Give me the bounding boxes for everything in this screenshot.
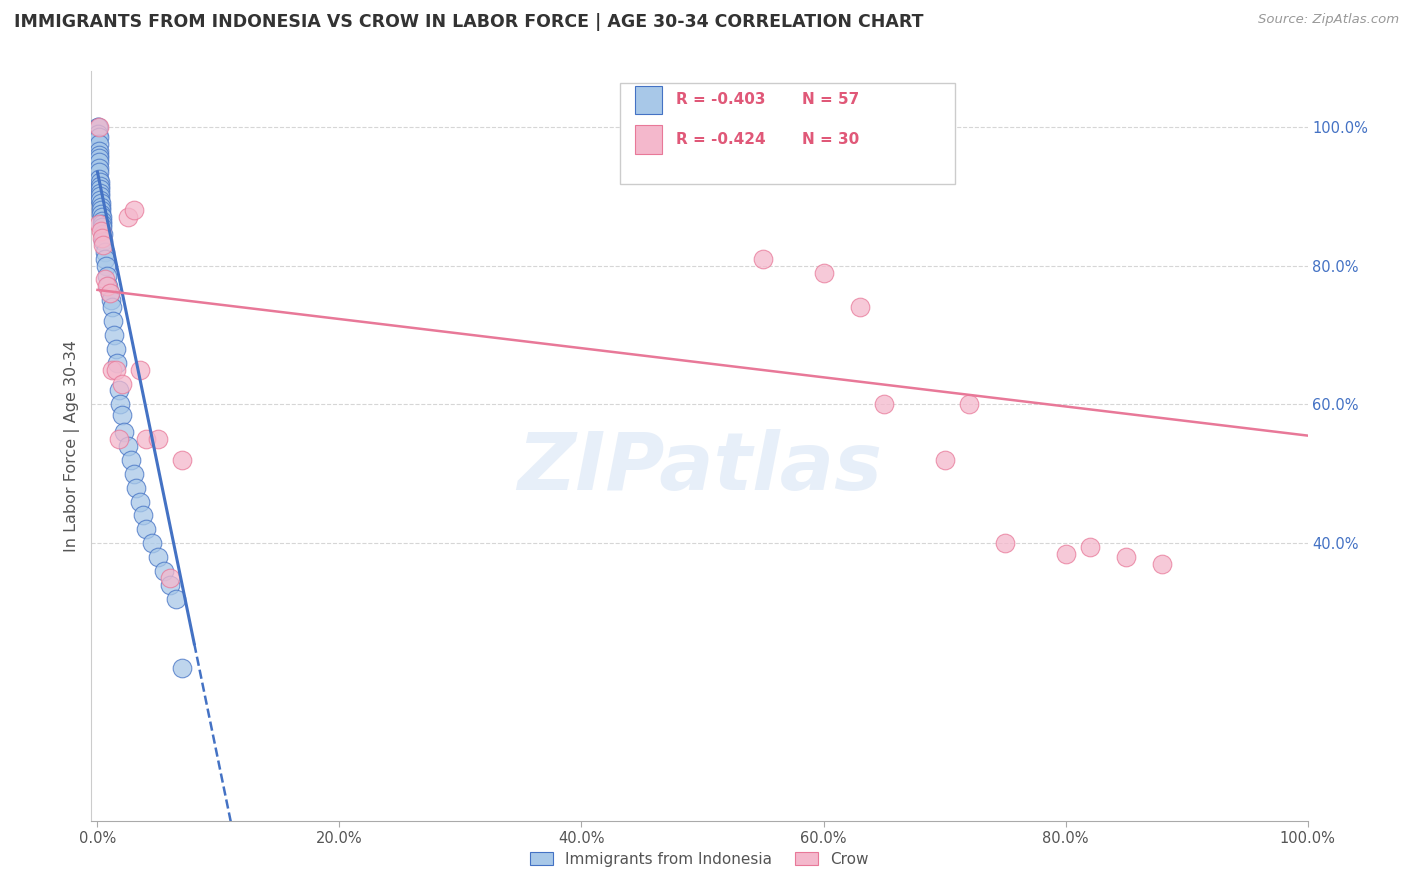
Text: Source: ZipAtlas.com: Source: ZipAtlas.com (1258, 13, 1399, 27)
Text: IMMIGRANTS FROM INDONESIA VS CROW IN LABOR FORCE | AGE 30-34 CORRELATION CHART: IMMIGRANTS FROM INDONESIA VS CROW IN LAB… (14, 13, 924, 31)
Point (752, 252, 775, 266)
Point (87, 120, 110, 134)
Point (153, 564, 176, 578)
Text: R = -0.403: R = -0.403 (676, 93, 766, 107)
Point (91, 217, 114, 231)
Point (101, 362, 124, 376)
Point (172, 661, 194, 675)
Point (122, 203, 145, 218)
Text: N = 57: N = 57 (801, 93, 859, 107)
Point (104, 362, 127, 376)
Text: R = -0.424: R = -0.424 (676, 132, 766, 147)
Text: ZIPatlas: ZIPatlas (517, 429, 882, 508)
Point (89, 165, 111, 179)
Point (159, 578, 181, 592)
Point (128, 362, 150, 376)
Point (98, 286, 121, 301)
Point (87, 151, 110, 165)
Text: N = 30: N = 30 (801, 132, 859, 147)
Point (957, 397, 980, 411)
Point (159, 571, 181, 585)
Point (108, 432, 131, 446)
Point (89, 175, 111, 189)
Point (91, 231, 114, 245)
Point (93, 227, 115, 242)
Point (98, 286, 121, 301)
Point (117, 210, 139, 224)
Point (87, 127, 110, 141)
Point (90, 210, 112, 224)
FancyBboxPatch shape (620, 83, 955, 184)
Point (93, 244, 115, 259)
Point (93, 235, 115, 249)
Point (89, 178, 111, 193)
Point (96, 268, 118, 283)
Point (125, 481, 148, 495)
Point (93, 272, 115, 286)
Point (89, 161, 111, 176)
Point (87, 120, 110, 134)
Point (813, 266, 835, 280)
Point (1115, 549, 1137, 564)
Point (103, 328, 125, 343)
Point (135, 432, 157, 446)
Point (141, 536, 163, 550)
Point (1078, 540, 1101, 554)
Point (1054, 547, 1077, 561)
Point (90, 200, 112, 214)
Y-axis label: In Labor Force | Age 30-34: In Labor Force | Age 30-34 (65, 340, 80, 552)
Point (93, 252, 115, 266)
Point (87, 147, 110, 161)
Point (873, 397, 896, 411)
Point (934, 453, 956, 467)
Point (132, 508, 155, 523)
Point (89, 186, 111, 200)
Point (91, 213, 114, 227)
Point (101, 314, 124, 328)
Point (96, 279, 118, 293)
Point (89, 172, 111, 186)
Bar (636, 86, 662, 114)
Point (90, 224, 112, 238)
Point (122, 467, 145, 481)
Point (117, 439, 139, 453)
Point (104, 342, 127, 356)
Point (172, 453, 194, 467)
Point (146, 432, 169, 446)
Point (101, 300, 124, 314)
Point (90, 196, 112, 211)
Point (112, 425, 135, 439)
Point (105, 356, 128, 370)
Point (108, 384, 131, 398)
Point (120, 453, 142, 467)
Point (91, 220, 114, 235)
Point (128, 494, 150, 508)
Point (89, 182, 111, 196)
Point (135, 522, 157, 536)
Bar (636, 125, 662, 153)
Point (111, 408, 134, 422)
Point (87, 137, 110, 152)
Point (97, 279, 120, 293)
Point (1152, 557, 1174, 571)
Point (89, 189, 111, 203)
Legend: Immigrants from Indonesia, Crow: Immigrants from Indonesia, Crow (524, 846, 875, 873)
Point (146, 549, 169, 564)
Point (93, 237, 115, 252)
Point (994, 536, 1017, 550)
Point (87, 154, 110, 169)
Point (87, 144, 110, 158)
Point (87, 130, 110, 145)
Point (100, 293, 122, 308)
Point (90, 203, 112, 218)
Point (89, 193, 111, 207)
Point (111, 376, 134, 391)
Point (90, 206, 112, 220)
Point (849, 300, 872, 314)
Point (165, 591, 187, 606)
Point (110, 397, 132, 411)
Point (94, 259, 117, 273)
Point (87, 120, 110, 134)
Point (87, 217, 110, 231)
